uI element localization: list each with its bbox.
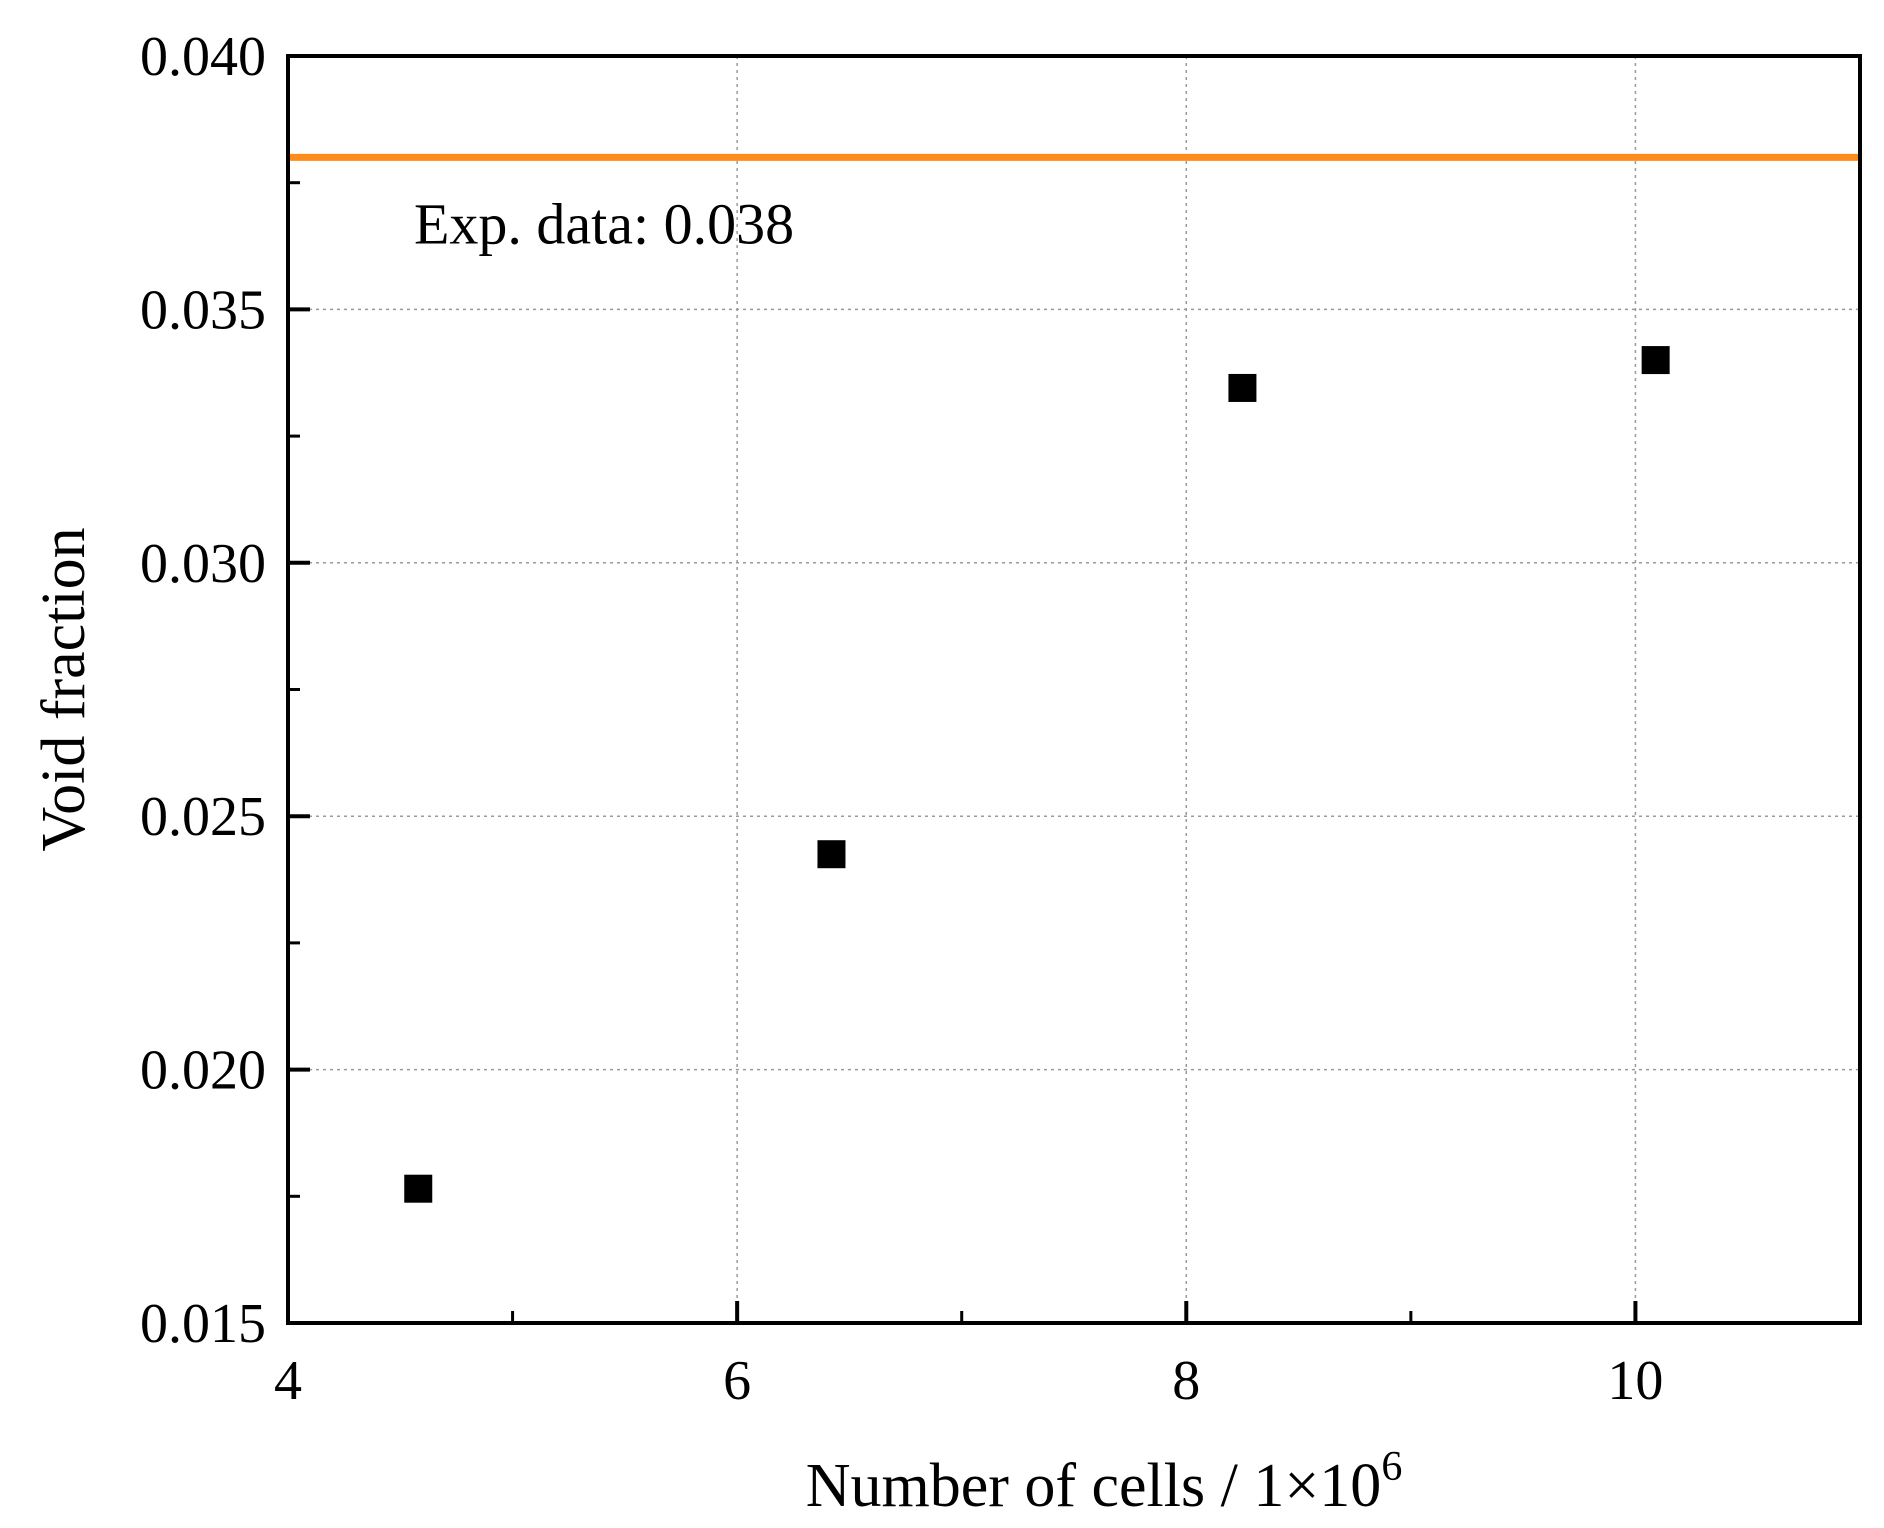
- reference-layer: Exp. data: 0.038: [288, 153, 1860, 256]
- data-point: [1228, 373, 1257, 402]
- x-axis-title: Number of cells / 1×106: [806, 1444, 1403, 1520]
- data-points: [404, 346, 1670, 1203]
- y-tick-label: 0.030: [140, 533, 266, 595]
- x-tick-label: 10: [1607, 1350, 1663, 1412]
- data-point: [1641, 346, 1670, 375]
- axis-ticks: [286, 54, 1638, 1325]
- y-axis-title: Void fraction: [30, 527, 98, 851]
- data-point: [404, 1174, 433, 1203]
- x-axis-title-text: Number of cells / 1×10: [806, 1452, 1382, 1520]
- y-tick-label: 0.040: [140, 26, 266, 88]
- x-tick-label: 8: [1172, 1350, 1200, 1412]
- grid: [288, 56, 1860, 1323]
- y-tick-labels: 0.015 0.020 0.025 0.030 0.035 0.040: [140, 26, 266, 1355]
- data-point: [817, 840, 846, 869]
- y-tick-label: 0.025: [140, 786, 266, 848]
- x-tick-labels: 4 6 8 10: [274, 1350, 1663, 1412]
- y-tick-label: 0.035: [140, 279, 266, 341]
- y-tick-label: 0.020: [140, 1040, 266, 1102]
- exp-data-label: Exp. data: 0.038: [414, 191, 794, 256]
- y-tick-label: 0.015: [140, 1293, 266, 1355]
- x-tick-label: 4: [274, 1350, 302, 1412]
- x-tick-label: 6: [723, 1350, 751, 1412]
- x-axis-title-superscript: 6: [1381, 1444, 1402, 1490]
